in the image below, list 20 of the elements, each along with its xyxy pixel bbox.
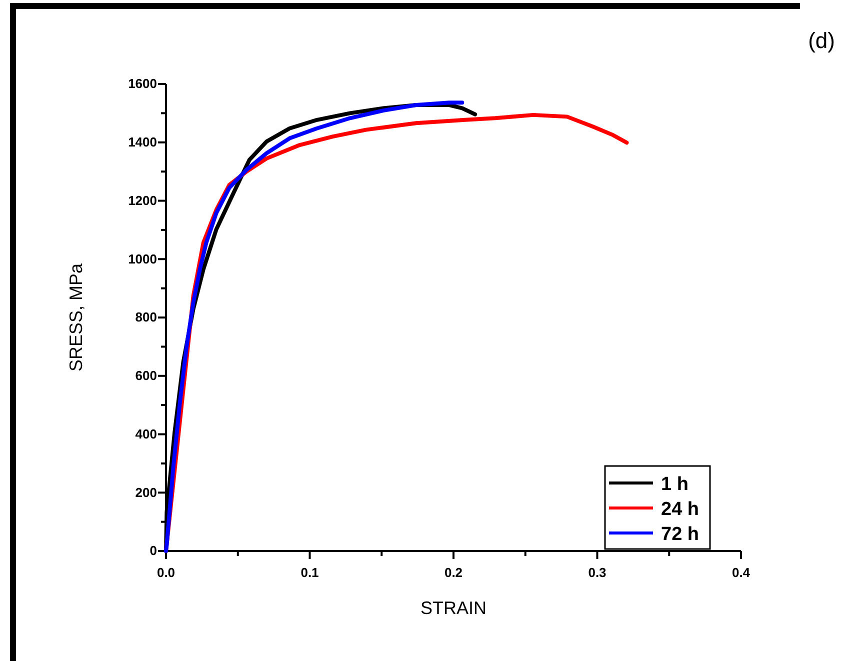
y-tick-label: 1600 <box>128 76 157 92</box>
y-tick-label: 400 <box>135 426 157 442</box>
y-tick-label: 1000 <box>128 251 157 266</box>
x-tick-label: 0.2 <box>444 564 463 580</box>
x-tick-label: 0.3 <box>588 564 606 580</box>
x-tick-label: 0.0 <box>156 564 176 580</box>
text: (d) <box>808 28 835 53</box>
y-tick-label: 200 <box>135 484 157 500</box>
y-tick-label: 600 <box>135 368 157 384</box>
x-tick-label: 0.4 <box>732 564 751 580</box>
legend-label: 1 h <box>661 474 688 495</box>
legend-label: 72 h <box>661 524 700 545</box>
y-tick-label: 800 <box>135 310 157 325</box>
y-axis-title: SRESS, MPa <box>66 262 86 372</box>
x-axis-title: STRAIN <box>420 598 487 618</box>
y-tick-label: 1200 <box>128 192 157 208</box>
legend-label: 24 h <box>661 499 700 520</box>
y-tick-label: 1400 <box>128 134 157 150</box>
y-tick-label: 0 <box>150 543 157 558</box>
x-tick-label: 0.1 <box>300 564 319 580</box>
